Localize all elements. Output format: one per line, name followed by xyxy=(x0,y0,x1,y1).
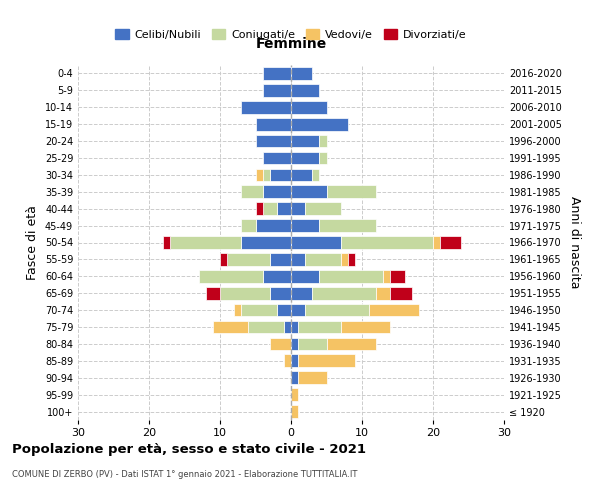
Y-axis label: Fasce di età: Fasce di età xyxy=(26,205,39,280)
Text: COMUNE DI ZERBO (PV) - Dati ISTAT 1° gennaio 2021 - Elaborazione TUTTITALIA.IT: COMUNE DI ZERBO (PV) - Dati ISTAT 1° gen… xyxy=(12,470,358,479)
Bar xyxy=(263,67,291,80)
Bar xyxy=(263,152,291,164)
Bar xyxy=(256,202,263,215)
Bar xyxy=(383,270,391,282)
Bar xyxy=(227,253,270,266)
Bar xyxy=(206,287,220,300)
Bar xyxy=(319,220,376,232)
Bar xyxy=(291,320,298,334)
Bar xyxy=(291,372,298,384)
Bar xyxy=(241,101,291,114)
Bar xyxy=(213,320,248,334)
Bar xyxy=(291,134,319,147)
Bar xyxy=(305,304,369,316)
Bar xyxy=(291,202,305,215)
Bar xyxy=(298,320,341,334)
Bar xyxy=(256,118,291,130)
Bar xyxy=(241,236,291,249)
Bar xyxy=(305,253,341,266)
Bar xyxy=(170,236,241,249)
Bar xyxy=(291,101,326,114)
Bar xyxy=(270,168,291,181)
Bar xyxy=(291,186,326,198)
Text: Femmine: Femmine xyxy=(256,37,326,51)
Bar xyxy=(313,168,319,181)
Bar xyxy=(291,338,298,350)
Bar xyxy=(341,236,433,249)
Bar xyxy=(391,287,412,300)
Bar xyxy=(199,270,263,282)
Bar xyxy=(291,84,319,96)
Bar xyxy=(284,354,291,367)
Bar xyxy=(298,338,326,350)
Bar xyxy=(241,186,263,198)
Bar xyxy=(341,320,391,334)
Bar xyxy=(263,270,291,282)
Bar xyxy=(284,320,291,334)
Bar xyxy=(376,287,391,300)
Bar xyxy=(291,304,305,316)
Bar xyxy=(256,220,291,232)
Legend: Celibi/Nubili, Coniugati/e, Vedovi/e, Divorziati/e: Celibi/Nubili, Coniugati/e, Vedovi/e, Di… xyxy=(111,24,471,44)
Bar xyxy=(326,338,376,350)
Bar xyxy=(369,304,419,316)
Bar xyxy=(270,287,291,300)
Bar xyxy=(234,304,241,316)
Bar xyxy=(440,236,461,249)
Bar xyxy=(305,202,341,215)
Bar xyxy=(313,287,376,300)
Bar xyxy=(270,253,291,266)
Bar xyxy=(220,287,270,300)
Bar xyxy=(277,304,291,316)
Bar xyxy=(319,270,383,282)
Bar xyxy=(241,304,277,316)
Bar xyxy=(298,372,326,384)
Bar xyxy=(326,186,376,198)
Bar xyxy=(291,236,341,249)
Bar xyxy=(263,168,270,181)
Bar xyxy=(291,118,348,130)
Bar xyxy=(163,236,170,249)
Bar xyxy=(220,253,227,266)
Bar xyxy=(291,168,313,181)
Bar xyxy=(391,270,404,282)
Bar xyxy=(291,287,313,300)
Bar xyxy=(291,152,319,164)
Text: Popolazione per età, sesso e stato civile - 2021: Popolazione per età, sesso e stato civil… xyxy=(12,442,366,456)
Bar xyxy=(277,202,291,215)
Y-axis label: Anni di nascita: Anni di nascita xyxy=(568,196,581,289)
Bar xyxy=(291,270,319,282)
Bar xyxy=(291,220,319,232)
Bar xyxy=(291,354,298,367)
Bar xyxy=(341,253,348,266)
Bar xyxy=(319,152,326,164)
Bar xyxy=(291,388,298,401)
Bar xyxy=(433,236,440,249)
Bar xyxy=(256,134,291,147)
Bar xyxy=(241,220,256,232)
Bar xyxy=(256,168,263,181)
Bar xyxy=(263,84,291,96)
Bar xyxy=(263,186,291,198)
Bar xyxy=(248,320,284,334)
Bar xyxy=(291,67,313,80)
Bar xyxy=(263,202,277,215)
Bar xyxy=(348,253,355,266)
Bar xyxy=(298,354,355,367)
Bar xyxy=(270,338,291,350)
Bar xyxy=(319,134,326,147)
Bar xyxy=(291,253,305,266)
Bar xyxy=(291,405,298,418)
